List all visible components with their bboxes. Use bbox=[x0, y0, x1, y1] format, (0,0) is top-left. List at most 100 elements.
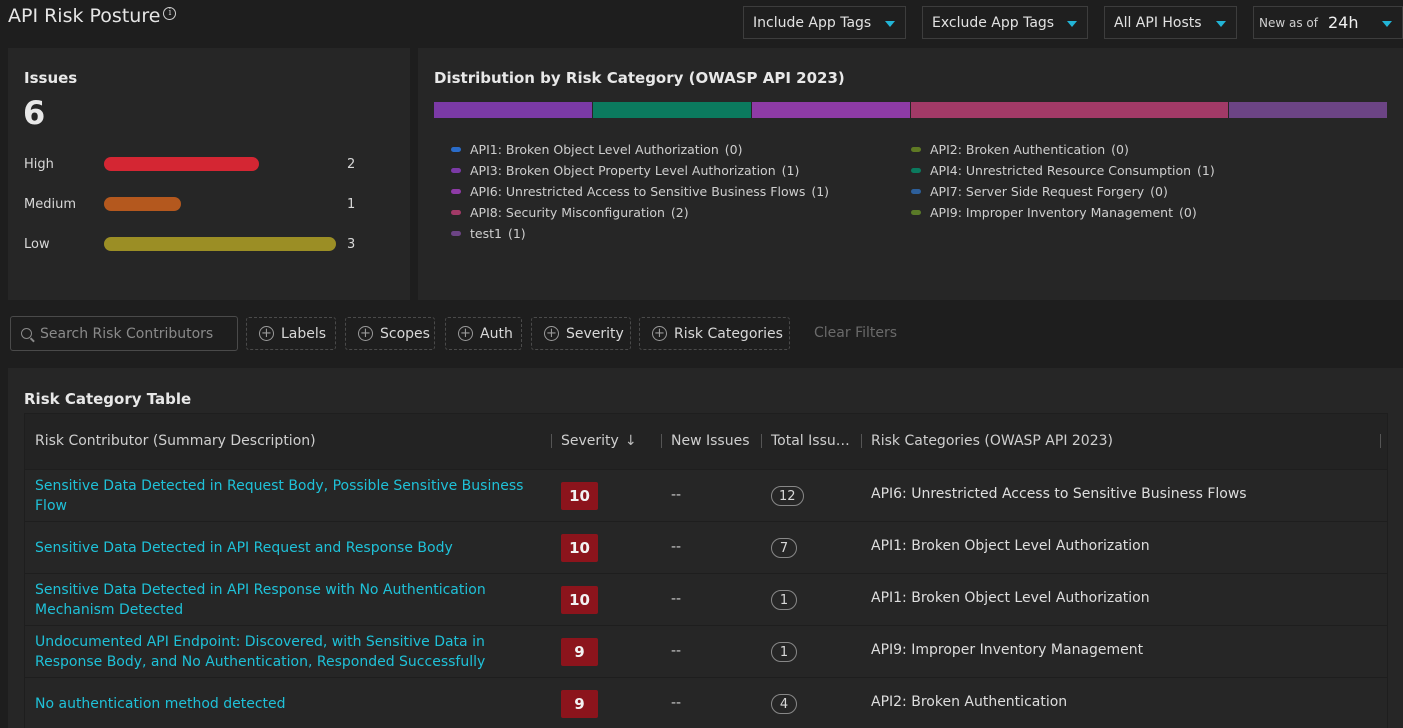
legend-item[interactable]: API4: Unrestricted Resource Consumption (… bbox=[911, 160, 1215, 181]
filter-severity-button[interactable]: + Severity bbox=[531, 317, 631, 350]
severity-label: High bbox=[24, 156, 54, 172]
severity-bar-track bbox=[104, 157, 336, 171]
risk-contributor-link[interactable]: Sensitive Data Detected in API Request a… bbox=[35, 540, 453, 556]
legend-item[interactable]: test1 (1) bbox=[451, 223, 829, 244]
column-header-total-issues[interactable]: Total Issu… bbox=[771, 433, 850, 449]
filter-labels-button[interactable]: + Labels bbox=[246, 317, 336, 350]
legend-item[interactable]: API9: Improper Inventory Management (0) bbox=[911, 202, 1215, 223]
column-header-severity-label: Severity bbox=[561, 433, 619, 449]
risk-contributor-link[interactable]: No authentication method detected bbox=[35, 696, 286, 712]
filter-auth-button[interactable]: + Auth bbox=[445, 317, 522, 350]
legend-item[interactable]: API8: Security Misconfiguration (2) bbox=[451, 202, 829, 223]
legend-label: API1: Broken Object Level Authorization bbox=[470, 142, 719, 157]
legend-count: (0) bbox=[1178, 205, 1197, 220]
risk-category-value: API2: Broken Authentication bbox=[871, 694, 1068, 710]
caret-down-icon bbox=[1067, 21, 1077, 27]
legend-swatch bbox=[911, 189, 921, 194]
include-app-tags-dropdown[interactable]: Include App Tags bbox=[743, 6, 906, 39]
severity-row-low[interactable]: Low 3 bbox=[24, 234, 394, 254]
table-row[interactable]: Sensitive Data Detected in API Response … bbox=[25, 573, 1387, 625]
risk-category-value: API6: Unrestricted Access to Sensitive B… bbox=[871, 486, 1247, 502]
legend-right: API2: Broken Authentication (0) API4: Unr… bbox=[911, 139, 1215, 223]
api-hosts-dropdown[interactable]: All API Hosts bbox=[1104, 6, 1237, 39]
issues-title: Issues bbox=[24, 69, 78, 87]
search-input[interactable] bbox=[40, 325, 220, 342]
clear-filters-button[interactable]: Clear Filters bbox=[814, 325, 898, 341]
severity-bar-track bbox=[104, 197, 336, 211]
column-divider[interactable] bbox=[861, 434, 862, 448]
column-divider[interactable] bbox=[761, 434, 762, 448]
table-row[interactable]: Sensitive Data Detected in API Request a… bbox=[25, 521, 1387, 573]
column-header-contributor[interactable]: Risk Contributor (Summary Description) bbox=[35, 433, 316, 449]
table-row[interactable]: No authentication method detected 9 -- 4… bbox=[25, 677, 1387, 728]
severity-row-medium[interactable]: Medium 1 bbox=[24, 194, 394, 214]
risk-contributor-link[interactable]: Sensitive Data Detected in API Response … bbox=[35, 582, 486, 618]
legend-label: API4: Unrestricted Resource Consumption bbox=[930, 163, 1192, 178]
legend-label: API2: Broken Authentication bbox=[930, 142, 1106, 157]
severity-badge: 9 bbox=[561, 690, 598, 718]
plus-circle-icon: + bbox=[544, 326, 559, 341]
legend-item[interactable]: API7: Server Side Request Forgery (0) bbox=[911, 181, 1215, 202]
caret-down-icon bbox=[1216, 21, 1226, 27]
column-divider[interactable] bbox=[1380, 434, 1381, 448]
legend-swatch bbox=[451, 231, 461, 236]
severity-row-high[interactable]: High 2 bbox=[24, 154, 394, 174]
legend-swatch bbox=[451, 210, 461, 215]
distribution-segment-api8[interactable] bbox=[910, 102, 1229, 118]
severity-badge: 10 bbox=[561, 482, 598, 510]
filter-risk-categories-button[interactable]: + Risk Categories bbox=[639, 317, 790, 350]
legend-count: (1) bbox=[781, 163, 800, 178]
caret-down-icon bbox=[885, 21, 895, 27]
exclude-app-tags-dropdown[interactable]: Exclude App Tags bbox=[922, 6, 1088, 39]
filter-labels-label: Labels bbox=[281, 325, 327, 342]
risk-category-table-card: Risk Category Table Risk Contributor (Su… bbox=[8, 368, 1403, 728]
column-divider[interactable] bbox=[661, 434, 662, 448]
column-header-risk-categories[interactable]: Risk Categories (OWASP API 2023) bbox=[871, 433, 1113, 449]
risk-category-value: API9: Improper Inventory Management bbox=[871, 642, 1144, 658]
distribution-segment-api4[interactable] bbox=[592, 102, 752, 118]
distribution-title: Distribution by Risk Category (OWASP API… bbox=[434, 69, 845, 87]
table-row[interactable]: Sensitive Data Detected in Request Body,… bbox=[25, 469, 1387, 521]
include-app-tags-label: Include App Tags bbox=[753, 14, 872, 31]
legend-label: test1 bbox=[470, 226, 502, 241]
legend-swatch bbox=[911, 168, 921, 173]
new-issues-value: -- bbox=[671, 487, 682, 503]
plus-circle-icon: + bbox=[652, 326, 667, 341]
risk-contributor-link[interactable]: Undocumented API Endpoint: Discovered, w… bbox=[35, 634, 486, 670]
legend-item[interactable]: API6: Unrestricted Access to Sensitive B… bbox=[451, 181, 829, 202]
column-header-new-issues[interactable]: New Issues bbox=[671, 433, 750, 449]
filter-auth-label: Auth bbox=[480, 325, 513, 342]
total-issues-badge: 1 bbox=[771, 642, 797, 662]
legend-item[interactable]: API2: Broken Authentication (0) bbox=[911, 139, 1215, 160]
severity-count: 2 bbox=[347, 156, 356, 172]
legend-count: (1) bbox=[507, 226, 526, 241]
filter-scopes-button[interactable]: + Scopes bbox=[345, 317, 435, 350]
sort-down-arrow-icon[interactable]: ↓ bbox=[624, 433, 637, 449]
issues-card: Issues 6 High 2 Medium 1 Low 3 bbox=[8, 48, 410, 300]
legend-item[interactable]: API3: Broken Object Property Level Autho… bbox=[451, 160, 829, 181]
new-as-of-dropdown[interactable]: New as of 24h bbox=[1253, 6, 1403, 39]
legend-count: (1) bbox=[811, 184, 830, 199]
legend-label: API9: Improper Inventory Management bbox=[930, 205, 1173, 220]
distribution-segment-test1[interactable] bbox=[1228, 102, 1388, 118]
info-icon[interactable]: i bbox=[163, 6, 177, 20]
risk-contributor-link[interactable]: Sensitive Data Detected in Request Body,… bbox=[35, 478, 524, 514]
legend-count: (2) bbox=[670, 205, 689, 220]
table-row[interactable]: Undocumented API Endpoint: Discovered, w… bbox=[25, 625, 1387, 677]
legend-item[interactable]: API1: Broken Object Level Authorization (… bbox=[451, 139, 829, 160]
new-issues-value: -- bbox=[671, 539, 682, 555]
distribution-segment-api6[interactable] bbox=[751, 102, 911, 118]
plus-circle-icon: + bbox=[358, 326, 373, 341]
severity-bar-fill bbox=[104, 197, 181, 211]
severity-badge: 10 bbox=[561, 586, 598, 614]
column-header-severity[interactable]: Severity ↓ bbox=[561, 433, 637, 449]
severity-bar-fill bbox=[104, 237, 336, 251]
legend-label: API7: Server Side Request Forgery bbox=[930, 184, 1145, 199]
distribution-segment-api3[interactable] bbox=[434, 102, 593, 118]
column-divider[interactable] bbox=[551, 434, 552, 448]
plus-circle-icon: + bbox=[259, 326, 274, 341]
new-issues-value: -- bbox=[671, 643, 682, 659]
exclude-app-tags-label: Exclude App Tags bbox=[932, 14, 1055, 31]
risk-category-value: API1: Broken Object Level Authorization bbox=[871, 538, 1150, 554]
search-box[interactable] bbox=[10, 316, 238, 351]
